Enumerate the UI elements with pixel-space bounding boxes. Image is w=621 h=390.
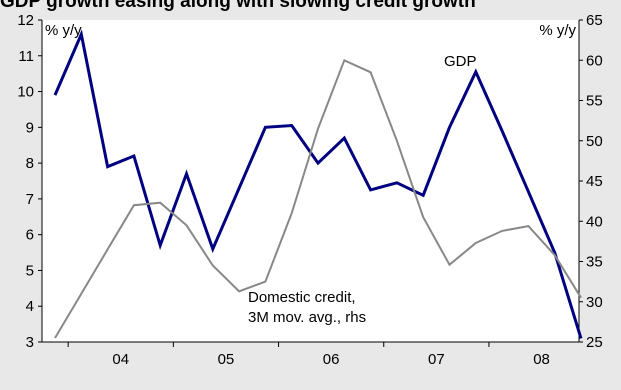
gdp-series-line	[53, 29, 583, 339]
x-tick-label: 07	[428, 351, 445, 368]
credit-series-label-line1: Domestic credit,	[248, 289, 356, 306]
credit-series-label-line2: 3M mov. avg., rhs	[248, 309, 366, 326]
right-tick-label: 60	[586, 52, 603, 69]
left-tick-label: 9	[26, 119, 34, 136]
left-tick-label: 5	[26, 262, 34, 279]
right-tick-label: 55	[586, 93, 603, 110]
left-tick-label: 3	[26, 334, 34, 351]
left-tick-label: 4	[26, 298, 34, 315]
right-tick-label: 25	[586, 334, 603, 351]
left-tick-label: 10	[17, 84, 34, 101]
x-tick-label: 05	[218, 351, 235, 368]
left-tick-label: 12	[17, 12, 34, 29]
right-tick-label: 45	[586, 173, 603, 190]
right-tick-label: 50	[586, 133, 603, 150]
gdp-series-label: GDP	[444, 53, 477, 70]
plot-area	[42, 20, 579, 342]
right-tick-label: 35	[586, 254, 603, 271]
credit-series-line	[54, 58, 582, 339]
right-tick-label: 40	[586, 213, 603, 230]
x-tick-label: 04	[112, 351, 129, 368]
right-tick-label: 65	[586, 12, 603, 29]
x-tick-label: 06	[323, 351, 340, 368]
left-tick-label: 11	[18, 48, 34, 65]
series-layer	[53, 29, 583, 339]
left-tick-label: 8	[26, 155, 34, 172]
right-tick-label: 30	[586, 294, 603, 311]
x-tick-label: 08	[533, 351, 550, 368]
left-tick-label: 6	[26, 227, 34, 244]
left-tick-label: 7	[26, 191, 34, 208]
left-axis-label: % y/y	[45, 22, 82, 39]
right-axis-label: % y/y	[539, 22, 576, 39]
chart-title: GDP growth easing along with slowing cre…	[0, 0, 476, 12]
